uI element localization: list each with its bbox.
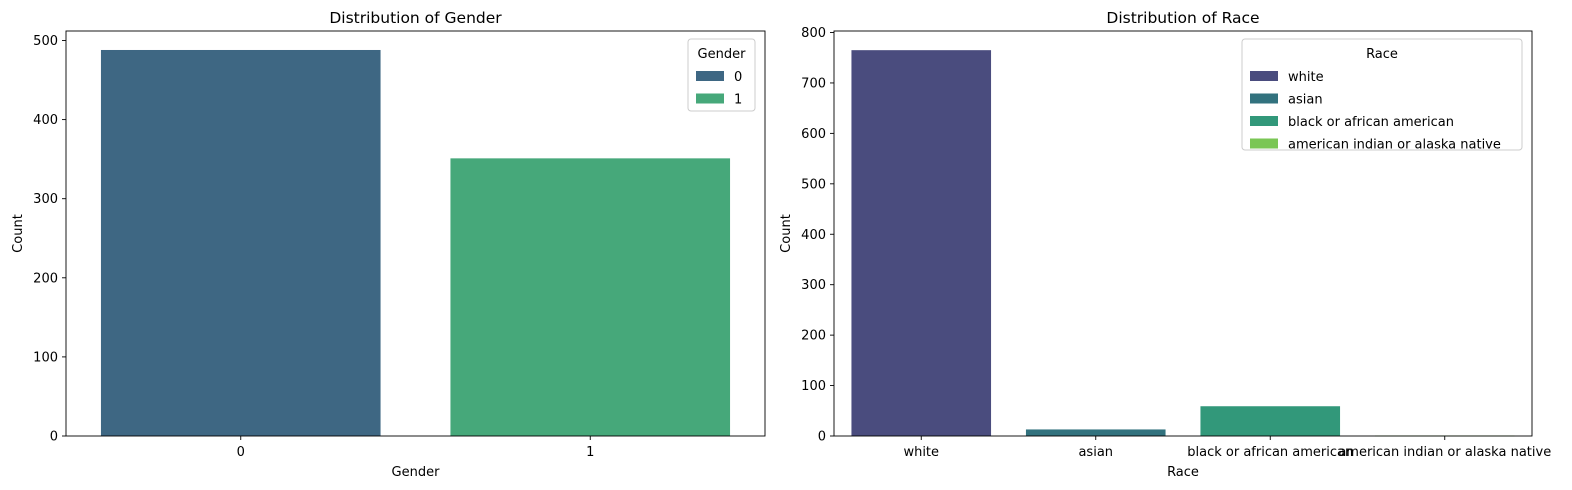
y-tick-label: 600	[801, 127, 826, 142]
x-axis-label: Gender	[392, 465, 441, 480]
y-tick-label: 200	[33, 271, 58, 286]
bar-black-or-african-american	[1200, 406, 1341, 436]
chart-1: 0 100 200 300 400 500 0 1 Distribution of Gender…	[11, 9, 766, 480]
bar-0	[100, 49, 381, 436]
bar-asian	[1025, 429, 1166, 436]
x-tick-label: 0	[237, 445, 245, 460]
legend-label: american indian or alaska native	[1288, 138, 1501, 153]
legend: Race white asian black or african american a…	[1241, 38, 1523, 153]
legend-swatch	[1250, 93, 1278, 104]
legend-swatch	[1250, 71, 1278, 81]
x-axis-label: Race	[1167, 465, 1199, 480]
y-tick-label: 500	[801, 177, 826, 192]
y-tick-label: 700	[801, 76, 826, 91]
y-tick-label: 300	[801, 278, 826, 293]
legend-box	[1241, 38, 1523, 151]
y-tick-label: 400	[33, 113, 58, 128]
y-tick-label: 0	[818, 430, 826, 445]
y-tick-label: 400	[801, 228, 826, 243]
legend: Gender 0 1	[687, 38, 756, 112]
y-tick-label: 100	[801, 379, 826, 394]
y-axis-label: Count	[779, 214, 794, 253]
legend-label: asian	[1288, 93, 1323, 108]
x-tick-label: asian	[1078, 445, 1113, 460]
y-tick-label: 0	[50, 430, 58, 445]
legend-swatch	[696, 71, 724, 81]
y-tick-label: 100	[33, 350, 58, 365]
legend-swatch	[1250, 138, 1278, 149]
legend-label: white	[1288, 70, 1324, 85]
x-tick-label: black or african american	[1187, 445, 1353, 460]
legend-label: 0	[734, 70, 742, 85]
legend-title: Race	[1366, 47, 1398, 62]
chart-2: 0 100 200 300 400 500 600 700 800 white asian black…	[779, 9, 1551, 480]
axes-frame	[833, 30, 1533, 437]
legend-swatch	[1250, 116, 1278, 126]
x-tick-label: 1	[586, 445, 594, 460]
legend-title: Gender	[698, 47, 747, 62]
x-tick-label: american indian or alaska native	[1338, 445, 1551, 460]
y-tick-label: 800	[801, 26, 826, 41]
bar-1	[450, 158, 731, 436]
legend-label: black or african american	[1288, 115, 1454, 130]
legend-label: 1	[734, 93, 742, 108]
y-axis-label: Count	[11, 214, 26, 253]
axes-frame	[65, 30, 766, 437]
chart-title: Distribution of Race	[1106, 9, 1259, 27]
legend-swatch	[696, 93, 724, 104]
y-tick-label: 200	[801, 329, 826, 344]
y-tick-label: 300	[33, 192, 58, 207]
chart-title: Distribution of Gender	[329, 9, 502, 27]
bar-white	[851, 50, 992, 437]
x-tick-label: white	[903, 445, 939, 460]
y-tick-label: 500	[33, 34, 58, 49]
